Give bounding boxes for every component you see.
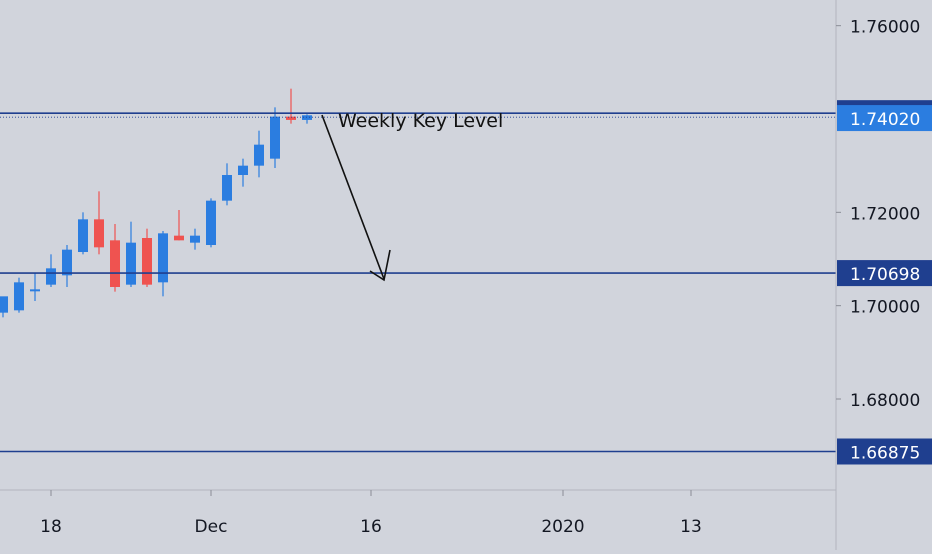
x-tick-label: 2020	[541, 517, 584, 537]
candle[interactable]	[238, 158, 248, 187]
candle[interactable]	[94, 191, 104, 255]
candle-body	[110, 240, 120, 287]
candle[interactable]	[174, 210, 184, 241]
levels-layer	[0, 112, 836, 453]
annotation-layer: Weekly Key Level	[321, 110, 503, 282]
candle-body	[62, 249, 72, 276]
candle-body	[0, 296, 8, 313]
candles-layer	[0, 88, 312, 318]
level-price-label: 1.66875	[850, 444, 920, 464]
candle[interactable]	[14, 277, 24, 313]
candle[interactable]	[46, 254, 56, 287]
candle-body	[286, 116, 296, 120]
y-tick-label: 1.72000	[850, 204, 920, 224]
candle-body	[222, 175, 232, 201]
time-axis[interactable]: 18 Dec 16 2020 13	[40, 490, 702, 537]
price-axis[interactable]: 1.741251.706981.668751.740201.760001.720…	[836, 18, 932, 465]
candle[interactable]	[0, 296, 8, 318]
current-price-label-bg	[837, 105, 932, 132]
candle[interactable]	[302, 114, 312, 124]
candle[interactable]	[206, 198, 216, 248]
candle-body	[174, 235, 184, 241]
candle-body	[126, 242, 136, 285]
candle-body	[94, 219, 104, 248]
x-tick-label: 18	[40, 517, 62, 537]
annotation-weekly-key-level: Weekly Key Level	[338, 110, 503, 132]
y-tick-label: 1.76000	[850, 18, 920, 38]
level-price-label: 1.70698	[850, 265, 920, 285]
candle-body	[270, 116, 280, 159]
arrow-head	[369, 249, 391, 282]
candle-body	[14, 282, 24, 311]
y-tick-label: 1.68000	[850, 391, 920, 411]
candle[interactable]	[158, 231, 168, 297]
candle-body	[78, 219, 88, 252]
candle[interactable]	[270, 107, 280, 168]
candle-body	[142, 238, 152, 285]
level-price-label-bg	[837, 260, 932, 287]
candle[interactable]	[110, 224, 120, 292]
level-price-label-bg	[837, 438, 932, 465]
x-tick-label: 16	[360, 517, 382, 537]
current-price-label: 1.74020	[850, 110, 920, 130]
candle[interactable]	[254, 130, 264, 178]
candle-body	[238, 165, 248, 175]
candle-body	[254, 144, 264, 166]
candle[interactable]	[286, 88, 296, 124]
candle-body	[190, 235, 200, 243]
candle[interactable]	[30, 273, 40, 301]
candle-body	[206, 200, 216, 245]
x-tick-label: Dec	[195, 517, 228, 537]
candle[interactable]	[142, 228, 152, 287]
candle[interactable]	[190, 228, 200, 250]
candle[interactable]	[222, 163, 232, 206]
candle-body	[30, 289, 40, 292]
candle-body	[158, 233, 168, 283]
candle[interactable]	[78, 212, 88, 255]
candle[interactable]	[62, 245, 72, 287]
candle-body	[302, 115, 312, 120]
y-tick-label: 1.70000	[850, 298, 920, 318]
arrow-shaft	[321, 114, 385, 280]
x-tick-label: 13	[680, 517, 702, 537]
candle[interactable]	[126, 221, 136, 287]
candle-body	[46, 268, 56, 285]
